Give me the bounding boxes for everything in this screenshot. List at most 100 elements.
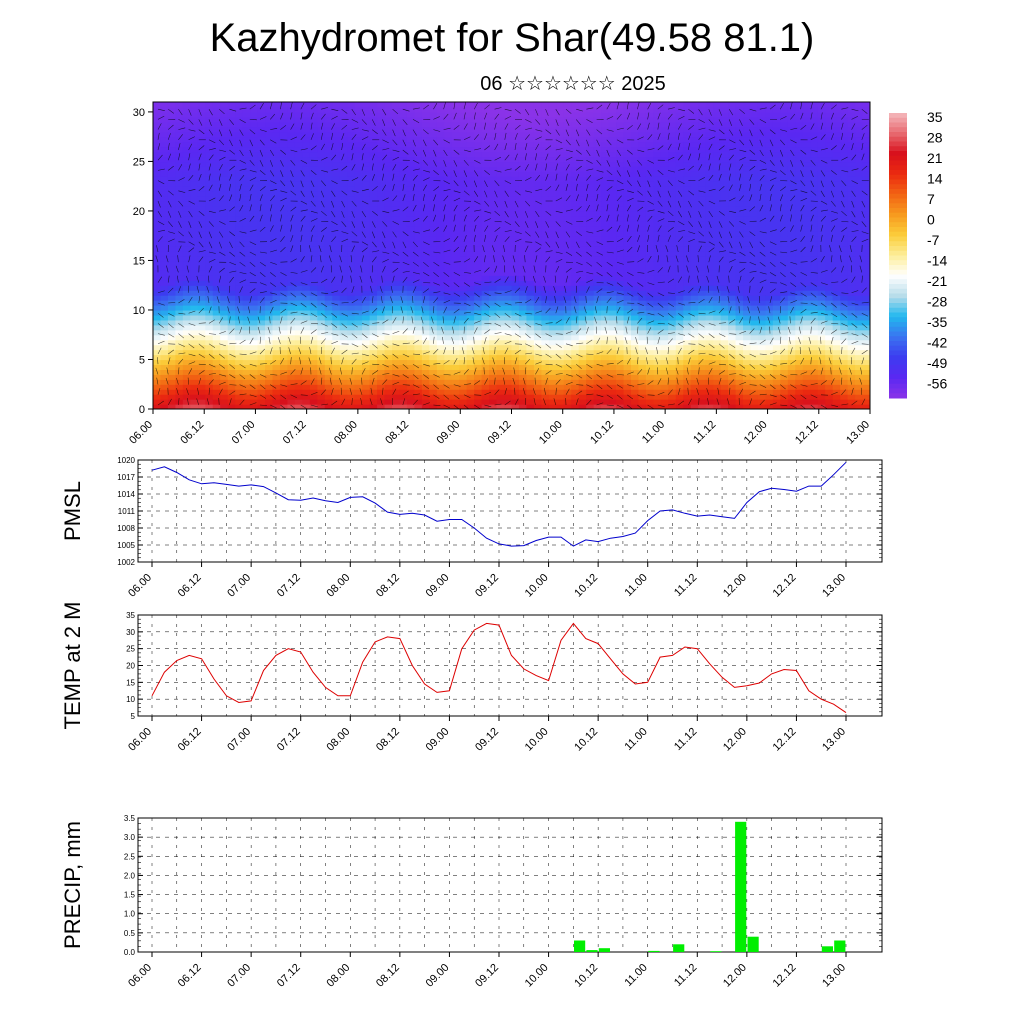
temperature-cell	[638, 399, 647, 405]
temperature-cell	[631, 300, 640, 306]
temperature-cell	[720, 225, 729, 232]
temperature-cell	[242, 181, 251, 187]
temperature-cell	[504, 384, 513, 390]
temperature-cell	[444, 201, 453, 207]
temperature-cell	[190, 359, 199, 366]
temperature-cell	[728, 285, 737, 291]
temperature-cell	[190, 250, 199, 257]
temperature-cell	[668, 196, 677, 202]
temperature-cell	[339, 275, 348, 281]
temperature-cell	[593, 384, 602, 390]
temperature-cell	[705, 285, 714, 291]
temperature-cell	[683, 146, 692, 153]
temperature-cell	[743, 121, 752, 128]
temperature-cell	[750, 379, 759, 385]
temperature-cell	[250, 181, 259, 187]
temperature-cell	[683, 141, 692, 148]
temperature-cell	[601, 374, 610, 380]
temperature-cell	[302, 364, 311, 370]
temperature-cell	[242, 235, 251, 242]
temperature-cell	[631, 314, 640, 321]
temperature-cell	[750, 374, 759, 380]
temperature-cell	[578, 151, 587, 158]
temperature-cell	[309, 344, 318, 351]
temperature-cell	[205, 181, 214, 187]
temperature-cell	[317, 210, 326, 217]
temperature-cell	[631, 230, 640, 237]
temperature-cell	[347, 171, 356, 177]
temperature-cell	[556, 305, 565, 311]
temperature-cell	[690, 121, 699, 128]
temperature-cell	[242, 319, 251, 326]
temperature-cell	[167, 404, 177, 409]
temperature-cell	[526, 205, 535, 212]
temperature-cell	[294, 102, 303, 108]
temperature-cell	[481, 309, 490, 316]
temperature-cell	[384, 270, 393, 276]
temperature-cell	[392, 334, 401, 341]
temperature-cell	[489, 369, 498, 375]
temperature-cell	[735, 364, 744, 370]
temperature-cell	[728, 354, 737, 361]
temperature-cell	[563, 146, 572, 153]
temperature-cell	[496, 146, 505, 153]
temperature-cell	[406, 240, 416, 247]
temperature-cell	[242, 171, 251, 177]
temperature-cell	[384, 201, 393, 207]
temperature-cell	[220, 136, 229, 143]
temperature-cell	[287, 151, 296, 158]
temperature-cell	[294, 215, 303, 222]
temperature-cell	[392, 359, 401, 366]
temperature-cell	[668, 106, 677, 113]
temperature-cell	[728, 106, 737, 113]
temperature-cell	[713, 161, 722, 167]
temperature-cell	[377, 399, 386, 405]
temperature-cell	[265, 156, 274, 163]
temperature-cell	[406, 116, 416, 123]
temperature-cell	[720, 305, 729, 311]
temperature-cell	[698, 126, 707, 133]
temperature-cell	[735, 359, 744, 366]
temperature-cell	[317, 295, 326, 301]
temperature-cell	[683, 270, 692, 276]
temperature-cell	[638, 131, 647, 138]
temperature-cell	[242, 270, 251, 276]
temperature-cell	[533, 305, 542, 311]
temperature-cell	[451, 329, 460, 336]
temperature-cell	[436, 280, 445, 286]
temperature-cell	[444, 225, 453, 232]
temperature-cell	[645, 384, 655, 390]
temperature-cell	[392, 374, 401, 380]
temperature-cell	[653, 295, 662, 301]
temperature-cell	[160, 309, 169, 316]
temperature-cell	[279, 141, 289, 148]
temperature-cell	[265, 394, 274, 400]
temperature-cell	[309, 106, 318, 113]
temperature-cell	[414, 235, 423, 242]
temperature-cell	[153, 319, 162, 326]
temperature-cell	[743, 116, 752, 123]
temperature-cell	[713, 205, 722, 212]
temperature-cell	[548, 404, 557, 409]
temperature-cell	[317, 354, 326, 361]
temperature-cell	[235, 270, 244, 276]
temperature-cell	[406, 201, 416, 207]
temperature-cell	[317, 245, 326, 252]
temperature-cell	[683, 334, 692, 341]
temperature-cell	[533, 220, 542, 227]
temperature-cell	[586, 245, 595, 252]
temperature-cell	[496, 309, 505, 316]
temperature-cell	[421, 334, 430, 341]
temperature-cell	[242, 156, 251, 163]
temperature-cell	[354, 166, 363, 172]
temperature-cell	[690, 205, 699, 212]
temperature-cell	[205, 102, 214, 108]
temperature-cell	[593, 220, 602, 227]
temperature-cell	[653, 309, 662, 316]
temperature-cell	[481, 344, 490, 351]
temperature-cell	[220, 141, 229, 148]
temperature-cell	[362, 399, 371, 405]
temperature-cell	[429, 250, 438, 257]
temperature-cell	[735, 205, 744, 212]
temperature-cell	[153, 379, 162, 385]
